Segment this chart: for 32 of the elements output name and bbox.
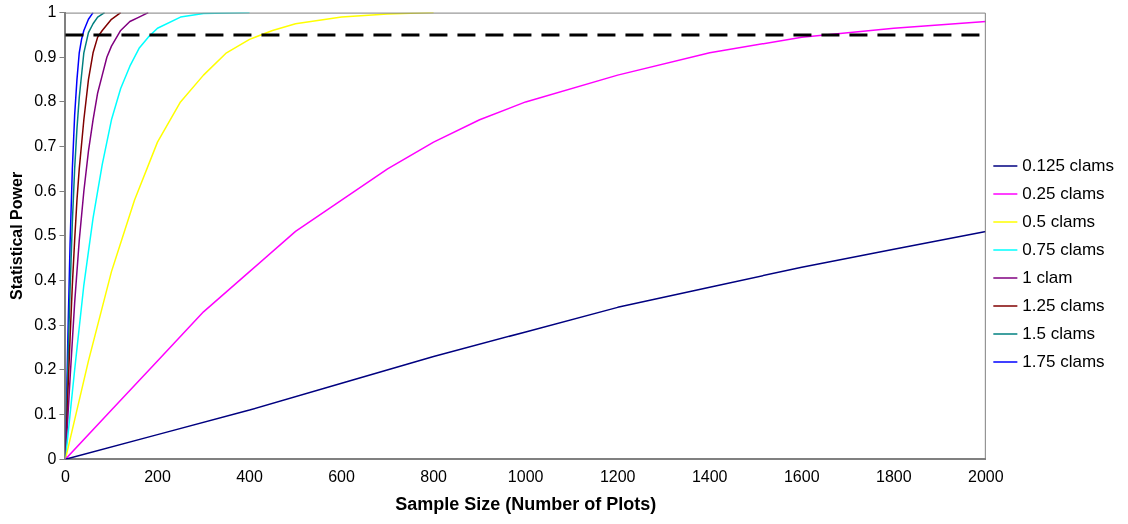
x-tick-label: 200: [144, 468, 171, 486]
x-axis-title: Sample Size (Number of Plots): [395, 494, 657, 515]
y-tick-label: 0.2: [34, 360, 57, 378]
legend-label: 1.5 clams: [1022, 323, 1096, 343]
legend-label: 1.75 clams: [1022, 351, 1105, 371]
legend-label: 0.125 clams: [1022, 155, 1115, 175]
y-tick-label: 0: [47, 449, 57, 467]
legend-label: 0.5 clams: [1022, 211, 1096, 231]
x-tick-label: 0: [60, 468, 70, 486]
x-tick-label: 400: [236, 468, 263, 486]
x-tick-label: 2000: [968, 468, 1004, 486]
x-tick-label: 1200: [599, 468, 636, 486]
legend-label: 0.75 clams: [1022, 239, 1105, 259]
y-tick-label: 1: [47, 3, 57, 21]
legend-label: 1.25 clams: [1022, 295, 1105, 315]
x-tick-label: 1400: [691, 468, 728, 486]
y-tick-label: 0.5: [34, 226, 57, 244]
legend-label: 0.25 clams: [1022, 183, 1105, 203]
y-tick-label: 0.4: [34, 270, 57, 288]
x-tick-label: 800: [420, 468, 448, 486]
x-tick-label: 600: [328, 468, 356, 486]
x-tick-label: 1000: [507, 468, 544, 486]
y-tick-label: 0.3: [34, 315, 57, 333]
x-tick-label: 1600: [783, 468, 820, 486]
y-tick-label: 0.9: [34, 47, 57, 65]
y-axis-title: Statistical Power: [8, 171, 26, 300]
x-tick-label: 1800: [876, 468, 912, 486]
y-tick-label: 0.8: [34, 92, 57, 110]
y-tick-label: 0.7: [34, 136, 57, 154]
y-tick-label: 0.1: [34, 404, 57, 422]
y-tick-label: 0.6: [34, 181, 57, 199]
legend-label: 1 clam: [1022, 267, 1073, 287]
